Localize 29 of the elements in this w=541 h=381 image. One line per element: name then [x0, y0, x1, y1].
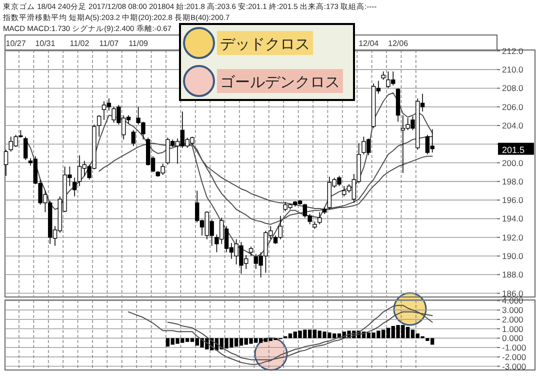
y-tick-label: 1.000 [502, 324, 524, 334]
y-tick-label: 194.0 [502, 214, 524, 224]
x-tick-label: 12/06 [388, 39, 409, 48]
annotation: ゴールデンクロス [220, 74, 340, 91]
y-tick-label: 2.000 [502, 314, 524, 324]
x-tick-label: 12/04 [358, 39, 380, 48]
y-tick-label: 210.0 [502, 64, 524, 75]
y-tick-label: 186.0 [502, 288, 524, 298]
y-tick-label: -1.000 [502, 342, 526, 353]
text: 201.5 [502, 144, 525, 155]
y-tick-label: 200.0 [502, 158, 524, 168]
x-tick-label: 11/02 [70, 39, 90, 48]
y-tick-label: -3.000 [502, 361, 526, 372]
y-tick-label: 190.0 [502, 250, 524, 261]
x-tick-label: 11/09 [128, 39, 149, 48]
y-tick-label: 0.000 [502, 333, 524, 344]
y-tick-label: 188.0 [502, 270, 524, 280]
y-tick-label: 204.0 [502, 120, 524, 130]
x-tick-label: 10/31 [35, 39, 56, 48]
x-tick-label: 10/27 [6, 39, 26, 48]
y-tick-label: 198.0 [502, 176, 524, 186]
y-tick-label: -2.000 [502, 352, 526, 362]
y-tick-label: 3.000 [502, 305, 524, 316]
x-tick-label: 11/07 [99, 39, 120, 48]
y-tick-label: 196.0 [502, 195, 524, 206]
y-tick-label: 208.0 [502, 83, 524, 94]
annotation: デッドクロス [220, 36, 310, 53]
y-tick-label: 192.0 [502, 232, 524, 242]
y-tick-label: 206.0 [502, 102, 524, 112]
